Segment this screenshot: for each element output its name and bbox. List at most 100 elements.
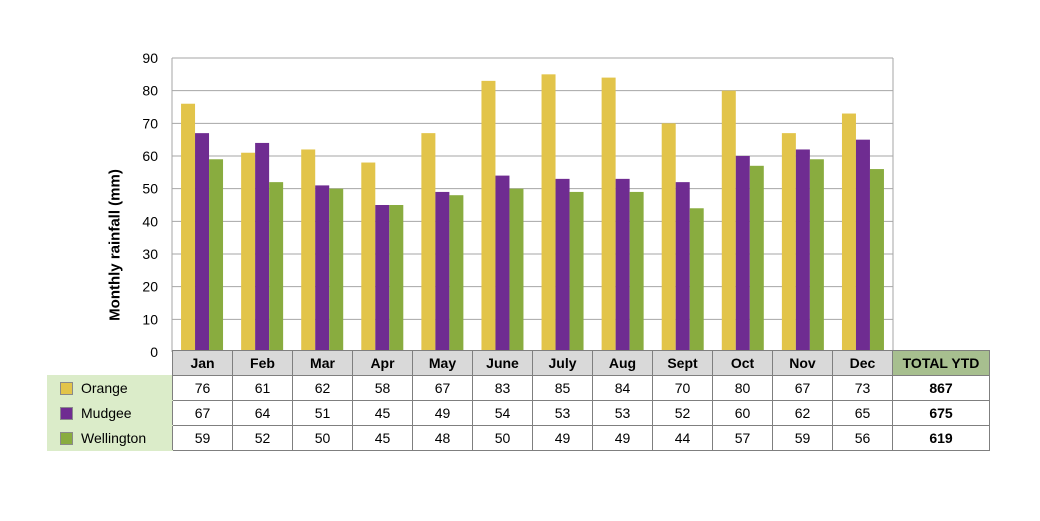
- value-cell: 58: [352, 375, 413, 401]
- bar-mudgee-mar: [315, 185, 330, 352]
- table-corner: [48, 351, 173, 376]
- data-table: Jan Feb Mar Apr May June July Aug Sept Oct Nov Dec T…: [47, 350, 990, 451]
- value-cell: 52: [232, 425, 293, 451]
- value-cell: 85: [532, 375, 593, 401]
- value-cell: 45: [352, 425, 413, 451]
- value-cell: 48: [412, 425, 473, 451]
- y-tick-label: 20: [142, 279, 158, 295]
- value-cell: 61: [232, 375, 293, 401]
- y-tick-label: 10: [142, 311, 158, 327]
- month-header: Aug: [592, 350, 653, 376]
- bar-mudgee-june: [495, 175, 510, 352]
- table-header-row: Jan Feb Mar Apr May June July Aug Sept Oct Nov Dec T…: [48, 350, 990, 376]
- value-cell: 51: [292, 400, 353, 426]
- bar-orange-apr: [361, 162, 376, 352]
- month-header: Jan: [172, 350, 233, 376]
- bar-mudgee-oct: [735, 156, 750, 352]
- y-tick-label: 80: [142, 83, 158, 99]
- value-cell: 67: [172, 400, 233, 426]
- y-tick-label: 50: [142, 181, 158, 197]
- value-cell: 65: [832, 400, 893, 426]
- value-cell: 76: [172, 375, 233, 401]
- y-axis-label: Monthly rainfall (mm): [106, 169, 124, 321]
- bar-wellington-june: [509, 188, 524, 352]
- value-cell: 52: [652, 400, 713, 426]
- bar-orange-mar: [301, 149, 316, 352]
- total-cell: 675: [892, 400, 990, 426]
- bar-mudgee-sept: [675, 182, 690, 352]
- value-cell: 56: [832, 425, 893, 451]
- month-header: May: [412, 350, 473, 376]
- bar-wellington-dec: [869, 169, 884, 352]
- month-header: Dec: [832, 350, 893, 376]
- value-cell: 45: [352, 400, 413, 426]
- bar-orange-oct: [721, 90, 736, 353]
- value-cell: 80: [712, 375, 773, 401]
- value-cell: 49: [532, 425, 593, 451]
- bar-mudgee-july: [555, 178, 570, 352]
- series-name: Wellington: [81, 430, 147, 446]
- bar-wellington-sept: [689, 208, 704, 352]
- bar-orange-jan: [181, 103, 196, 352]
- bar-mudgee-nov: [795, 149, 810, 352]
- value-cell: 53: [592, 400, 653, 426]
- bar-wellington-aug: [629, 191, 644, 352]
- value-cell: 84: [592, 375, 653, 401]
- bar-mudgee-apr: [375, 205, 390, 352]
- value-cell: 59: [172, 425, 233, 451]
- bar-wellington-may: [449, 195, 464, 352]
- bar-orange-june: [481, 80, 496, 352]
- y-axis-label-box: Monthly rainfall (mm): [95, 165, 135, 325]
- value-cell: 59: [772, 425, 833, 451]
- bar-orange-may: [421, 133, 436, 352]
- table-row: Wellington 59 52 50 45 48 50 49 49 44 57 59 56 619: [47, 425, 990, 451]
- bar-wellington-jan: [209, 159, 224, 352]
- total-header: TOTAL YTD: [892, 350, 990, 376]
- value-cell: 54: [472, 400, 533, 426]
- month-header: Mar: [292, 350, 353, 376]
- bar-wellington-oct: [749, 165, 764, 352]
- value-cell: 49: [592, 425, 653, 451]
- value-cell: 50: [472, 425, 533, 451]
- bar-orange-sept: [661, 123, 676, 352]
- month-header: Oct: [712, 350, 773, 376]
- bar-orange-july: [541, 74, 556, 352]
- value-cell: 49: [412, 400, 473, 426]
- y-tick-label: 30: [142, 246, 158, 262]
- legend-swatch: [60, 432, 73, 445]
- bar-mudgee-feb: [255, 142, 270, 352]
- month-header: July: [532, 350, 593, 376]
- bar-orange-dec: [841, 113, 856, 353]
- value-cell: 64: [232, 400, 293, 426]
- value-cell: 50: [292, 425, 353, 451]
- value-cell: 62: [292, 375, 353, 401]
- table-row: Orange 76 61 62 58 67 83 85 84 70 80 67 73 867: [47, 375, 990, 401]
- bar-mudgee-aug: [615, 178, 630, 352]
- bar-wellington-feb: [269, 182, 284, 352]
- month-header: Feb: [232, 350, 293, 376]
- legend-entry: Wellington: [47, 425, 173, 451]
- y-tick-label: 70: [142, 115, 158, 131]
- bar-orange-feb: [241, 152, 256, 352]
- value-cell: 70: [652, 375, 713, 401]
- bar-orange-aug: [601, 77, 616, 352]
- table-row: Mudgee 67 64 51 45 49 54 53 53 52 60 62 65 675: [47, 400, 990, 426]
- legend-swatch: [60, 407, 73, 420]
- month-header: Sept: [652, 350, 713, 376]
- legend-entry: Orange: [47, 375, 173, 401]
- month-header: Nov: [772, 350, 833, 376]
- month-header: Apr: [352, 350, 413, 376]
- bar-mudgee-dec: [855, 139, 870, 352]
- y-tick-label: 60: [142, 148, 158, 164]
- total-cell: 867: [892, 375, 990, 401]
- month-header: June: [472, 350, 533, 376]
- value-cell: 60: [712, 400, 773, 426]
- value-cell: 67: [412, 375, 473, 401]
- series-name: Orange: [81, 380, 128, 396]
- bar-wellington-july: [569, 191, 584, 352]
- bar-wellington-nov: [809, 159, 824, 352]
- value-cell: 83: [472, 375, 533, 401]
- bar-mudgee-may: [435, 191, 450, 352]
- total-cell: 619: [892, 425, 990, 451]
